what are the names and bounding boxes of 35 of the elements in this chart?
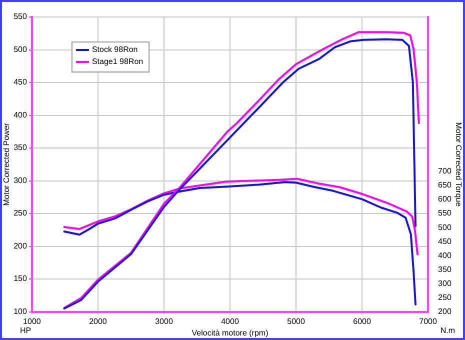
text: N.m	[440, 326, 456, 336]
x-tick-label: 5000	[287, 316, 306, 326]
y-tick-label: 100	[14, 307, 28, 316]
y-tick-label: 300	[14, 176, 28, 185]
y-tick-label: 500	[14, 44, 28, 54]
y-tick-label: 400	[14, 110, 28, 120]
y-tick-label: 200	[14, 241, 28, 250]
y2-tick-label: 550	[438, 208, 452, 218]
x-axis-title: Velocità motore (rpm)	[192, 328, 269, 338]
x-tick-label: 2000	[89, 316, 108, 326]
y2-tick-label: 400	[438, 250, 452, 260]
y-tick-label: 150	[14, 274, 28, 284]
y2-tick-label: 700	[438, 166, 452, 176]
text: HP	[20, 326, 32, 336]
y-tick-label: 350	[14, 143, 28, 152]
y2-tick-label: 350	[438, 264, 452, 274]
x-tick-label: 7000	[419, 316, 438, 326]
y-tick-label: 250	[14, 208, 28, 218]
y2-tick-label: 450	[438, 236, 452, 246]
y2-tick-label: 300	[438, 278, 452, 288]
y-axis-title: Motor Corrected Power	[2, 122, 12, 206]
y2-tick-label: 250	[438, 292, 452, 302]
y2-axis-title: Motor Corrected Torque	[454, 122, 463, 208]
legend-label: Stage1 98Ron	[92, 57, 144, 66]
y2-tick-label: 600	[438, 194, 452, 204]
x-tick-label: 6000	[353, 316, 372, 326]
x-tick-label: 4000	[221, 316, 240, 326]
legend-label: Stock 98Ron	[92, 45, 138, 54]
x-tick-label: 1000	[23, 316, 42, 326]
y-tick-label: 450	[14, 78, 28, 87]
x-tick-label: 3000	[155, 316, 174, 326]
y2-tick-label: 200	[438, 307, 452, 316]
y2-tick-label: 650	[438, 180, 452, 190]
y2-tick-label: 500	[438, 222, 452, 232]
y-tick-label: 550	[14, 12, 28, 22]
